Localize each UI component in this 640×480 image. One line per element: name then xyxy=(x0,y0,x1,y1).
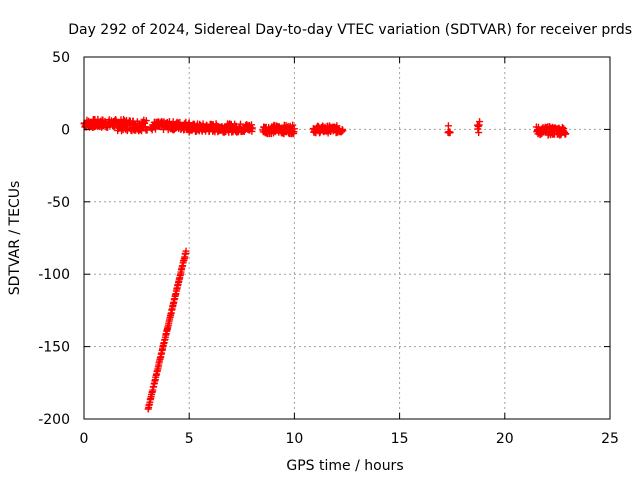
y-tick-label: 50 xyxy=(52,50,70,66)
data-segment xyxy=(309,122,347,137)
x-tick-label: 15 xyxy=(391,431,409,447)
y-tick-label: -200 xyxy=(38,412,70,428)
y-tick-label: -100 xyxy=(38,267,70,283)
grid xyxy=(84,57,610,419)
y-axis-label: SDTVAR / TECUs xyxy=(7,181,23,296)
data-segment xyxy=(185,120,256,136)
data-segment xyxy=(147,118,193,134)
y-tick-label: 0 xyxy=(61,122,70,138)
x-tick-label: 5 xyxy=(185,431,194,447)
x-axis-label: GPS time / hours xyxy=(286,458,403,474)
x-tick-label: 0 xyxy=(80,431,89,447)
data-segment xyxy=(144,247,190,413)
y-tick-label: -50 xyxy=(47,195,70,211)
y-tick-label: -150 xyxy=(38,340,70,356)
chart-title: Day 292 of 2024, Sidereal Day-to-day VTE… xyxy=(68,22,632,38)
plot-frame xyxy=(83,56,611,420)
data-points xyxy=(80,115,570,413)
data-segment xyxy=(259,121,298,138)
data-segment xyxy=(112,115,151,135)
x-tick-label: 25 xyxy=(601,431,619,447)
data-segment xyxy=(473,118,484,137)
x-tick-label: 20 xyxy=(496,431,514,447)
data-segment xyxy=(532,123,570,139)
x-tick-label: 10 xyxy=(285,431,303,447)
ticks: 0 5 10 15 20 25 50 0 -50 -100 -150 -200 xyxy=(38,50,619,447)
data-segment xyxy=(444,122,454,137)
